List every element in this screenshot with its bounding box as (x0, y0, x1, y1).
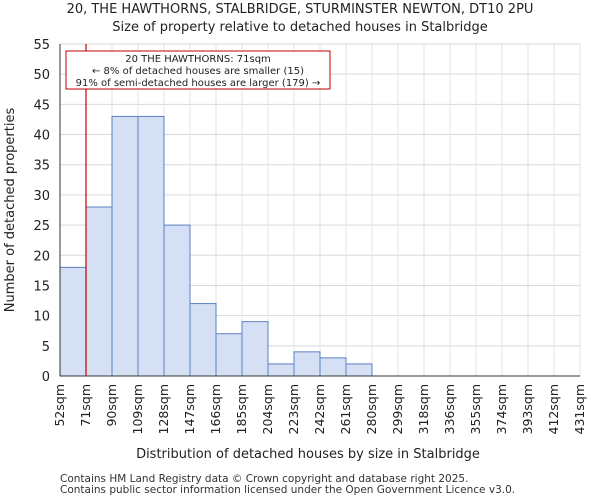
histogram-bar (241, 321, 269, 377)
histogram-bar (163, 224, 191, 377)
annotation-text: 20 THE HAWTHORNS: 71sqm (125, 54, 271, 65)
histogram-bar (189, 303, 217, 377)
y-axis-title: Number of detached properties (3, 108, 18, 313)
x-tick-label: 299sqm (390, 384, 405, 434)
x-tick-label: 147sqm (182, 384, 197, 434)
x-tick-label: 374sqm (494, 384, 509, 434)
histogram-bar (59, 266, 87, 377)
footer-copyright: Contains HM Land Registry data © Crown c… (60, 473, 469, 485)
y-tick-label: 40 (33, 129, 50, 144)
histogram-bar (85, 206, 113, 377)
histogram-bar (345, 363, 373, 377)
x-tick-label: 336sqm (442, 384, 457, 434)
y-tick-label: 20 (33, 249, 50, 264)
y-tick-label: 30 (33, 189, 50, 204)
x-tick-label: 355sqm (468, 384, 483, 434)
x-tick-label: 318sqm (416, 384, 431, 434)
x-tick-label: 109sqm (130, 384, 145, 434)
x-tick-label: 128sqm (156, 384, 171, 434)
y-tick-label: 55 (33, 38, 50, 53)
chart-subtitle: Size of property relative to detached ho… (112, 20, 488, 35)
x-tick-label: 166sqm (208, 384, 223, 434)
annotation-text: 91% of semi-detached houses are larger (… (76, 78, 321, 89)
x-tick-label: 90sqm (104, 384, 119, 427)
histogram-bar (267, 363, 295, 377)
x-tick-label: 431sqm (572, 384, 587, 434)
y-tick-label: 10 (33, 310, 50, 325)
y-tick-label: 0 (42, 370, 50, 385)
annotation-text: ← 8% of detached houses are smaller (15) (92, 66, 304, 77)
y-tick-label: 50 (33, 68, 50, 83)
x-tick-label: 412sqm (546, 384, 561, 434)
footer-licence: Contains public sector information licen… (60, 484, 516, 496)
x-tick-label: 52sqm (52, 384, 67, 427)
annotation-box (65, 50, 331, 90)
y-tick-label: 35 (33, 159, 50, 174)
x-tick-label: 185sqm (234, 384, 249, 434)
histogram-bar (137, 115, 165, 377)
x-tick-label: 242sqm (312, 384, 327, 434)
x-tick-label: 261sqm (338, 384, 353, 434)
y-tick-label: 5 (42, 340, 50, 355)
histogram-bar (319, 357, 347, 377)
x-tick-label: 393sqm (520, 384, 535, 434)
y-tick-label: 15 (33, 279, 50, 294)
x-tick-label: 223sqm (286, 384, 301, 434)
x-tick-label: 71sqm (78, 384, 93, 427)
y-tick-label: 45 (33, 98, 50, 113)
histogram-bar (215, 333, 243, 377)
histogram-bar (293, 351, 321, 377)
histogram-bar (111, 115, 139, 377)
y-tick-label: 25 (33, 219, 50, 234)
x-tick-label: 280sqm (364, 384, 379, 434)
chart-title: 20, THE HAWTHORNS, STALBRIDGE, STURMINST… (66, 2, 534, 17)
x-axis-title: Distribution of detached houses by size … (136, 447, 480, 462)
x-tick-label: 204sqm (260, 384, 275, 434)
